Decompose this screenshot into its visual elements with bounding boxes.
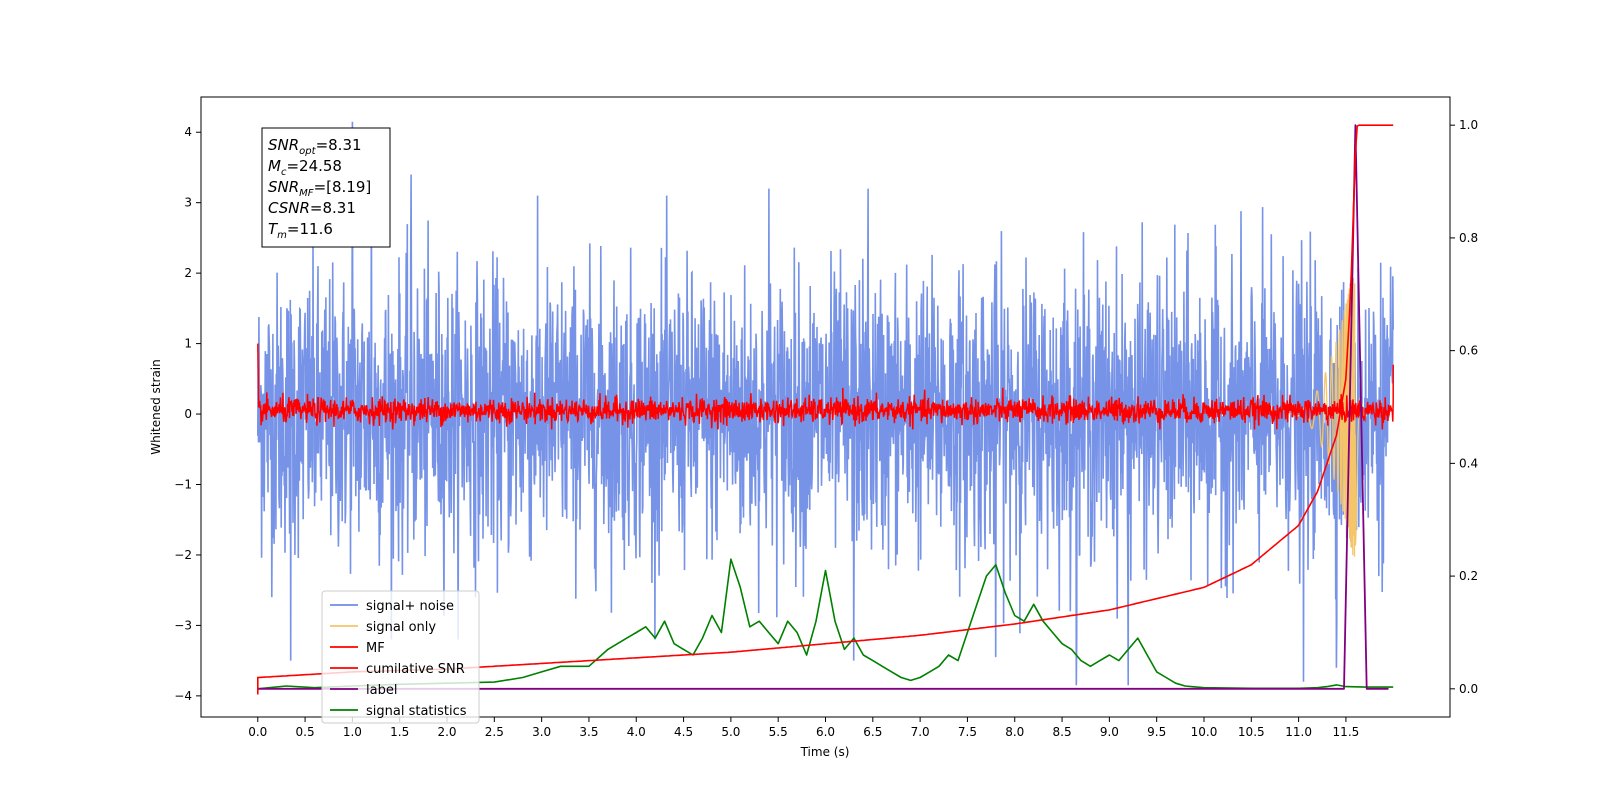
y2-tick-label: 0.2 xyxy=(1459,569,1478,583)
y-tick-label: −2 xyxy=(174,548,192,562)
x-tick-label: 7.5 xyxy=(958,725,977,739)
x-tick-label: 4.0 xyxy=(627,725,646,739)
x-tick-label: 4.5 xyxy=(674,725,693,739)
x-tick-label: 8.5 xyxy=(1053,725,1072,739)
series-line-mf xyxy=(257,343,1394,430)
y2-tick-label: 0.4 xyxy=(1459,456,1478,470)
legend-label: cumilative SNR xyxy=(366,662,465,677)
annotation-line: SNRMF=[8.19] xyxy=(268,178,371,199)
y2-tick-label: 0.6 xyxy=(1459,344,1478,358)
x-tick-label: 0.0 xyxy=(248,725,267,739)
y2-tick-label: 0.8 xyxy=(1459,231,1478,245)
y2-tick-label: 0.0 xyxy=(1459,682,1478,696)
x-tick-label: 11.5 xyxy=(1333,725,1360,739)
legend-label: signal+ noise xyxy=(366,599,454,614)
x-tick-label: 6.5 xyxy=(863,725,882,739)
y-tick-label: 0 xyxy=(184,407,192,421)
annotation-frame xyxy=(261,127,391,248)
x-tick-label: 9.5 xyxy=(1147,725,1166,739)
x-tick-label: 1.0 xyxy=(343,725,362,739)
y-tick-label: −4 xyxy=(174,689,192,703)
y-tick-label: −1 xyxy=(174,478,192,492)
y-tick-label: 2 xyxy=(184,266,192,280)
y-tick-label: 4 xyxy=(184,125,192,139)
legend-frame xyxy=(321,590,480,724)
y-tick-label: 3 xyxy=(184,196,192,210)
annotation-box: SNRopt=8.31Mc=24.58SNRMF=[8.19]CSNR=8.31… xyxy=(261,127,391,248)
x-tick-label: 2.0 xyxy=(437,725,456,739)
legend-label: label xyxy=(366,683,397,698)
x-axis-title: Time (s) xyxy=(800,745,850,759)
y-tick-label: 1 xyxy=(184,337,192,351)
plot-area xyxy=(257,121,1394,695)
annotation-line: Mc=24.58 xyxy=(268,157,342,178)
legend: signal+ noise signal only MF cumilative SNR… xyxy=(321,590,480,724)
x-tick-label: 0.5 xyxy=(296,725,315,739)
legend-label: signal only xyxy=(366,620,436,635)
y2-tick-label: 1.0 xyxy=(1459,118,1478,132)
x-tick-label: 10.5 xyxy=(1238,725,1265,739)
axes: 0.0 0.5 1.0 1.5 2.0 2.5 3.0 3.5 4.0 4.5 5.0 5.5 6.0 6… xyxy=(174,118,1478,739)
x-tick-label: 11.0 xyxy=(1285,725,1312,739)
series-line-signal-noise xyxy=(257,121,1394,686)
series-line-signal-statistics xyxy=(257,558,1394,690)
legend-label: MF xyxy=(366,641,385,656)
x-tick-label: 6.0 xyxy=(816,725,835,739)
series-line-label xyxy=(257,124,1389,690)
x-tick-label: 5.5 xyxy=(769,725,788,739)
x-tick-label: 2.5 xyxy=(485,725,504,739)
x-tick-label: 10.0 xyxy=(1191,725,1218,739)
x-tick-label: 9.0 xyxy=(1100,725,1119,739)
x-tick-label: 7.0 xyxy=(911,725,930,739)
x-tick-label: 5.0 xyxy=(721,725,740,739)
annotation-line: Tm=11.6 xyxy=(268,220,333,241)
x-tick-label: 8.0 xyxy=(1005,725,1024,739)
x-tick-label: 3.0 xyxy=(532,725,551,739)
x-tick-label: 1.5 xyxy=(390,725,409,739)
y-tick-label: −3 xyxy=(174,618,192,632)
legend-label: signal statistics xyxy=(366,704,467,719)
x-tick-label: 3.5 xyxy=(579,725,598,739)
annotation-line: CSNR=8.31 xyxy=(268,199,356,217)
y-axis-title: Whitened strain xyxy=(149,359,163,455)
annotation-line: SNRopt=8.31 xyxy=(268,136,362,157)
